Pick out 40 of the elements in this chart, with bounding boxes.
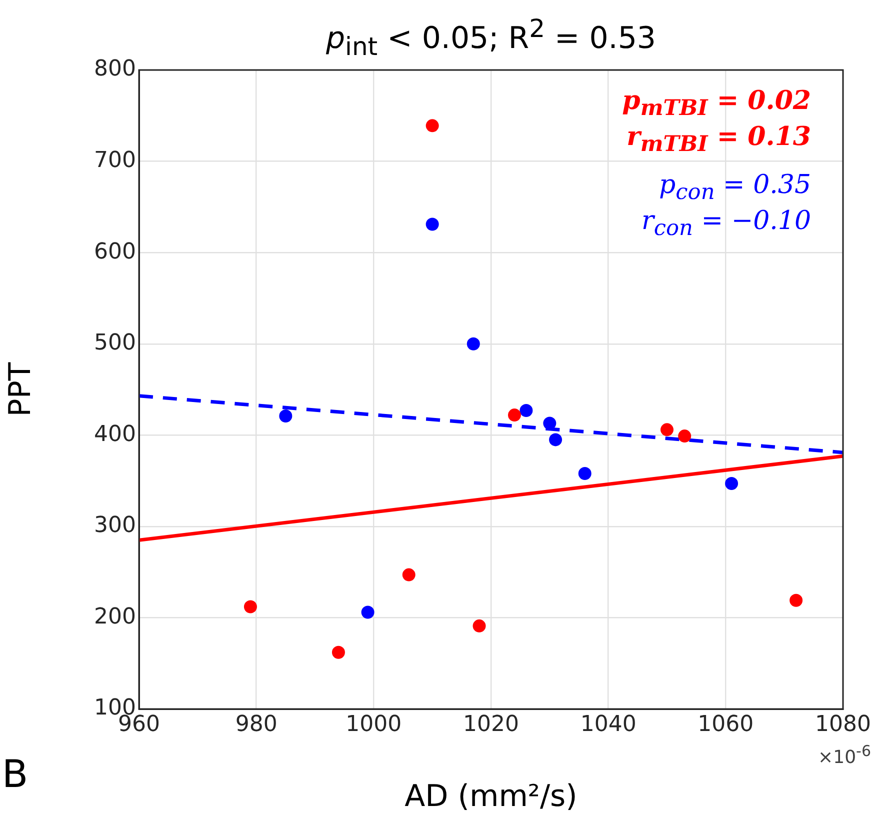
point (402, 568, 416, 582)
annotation: p$_{mTBI}$ = 0.02 (622, 86, 811, 122)
x-tick-label: 1020 (463, 712, 519, 737)
point (520, 404, 533, 417)
point (426, 119, 439, 132)
annotation: p$_{con}$ = 0.35 (659, 170, 811, 206)
point (332, 646, 345, 659)
x-tick-label: 1040 (580, 712, 636, 737)
point (426, 218, 439, 231)
annotation: r$_{con}$ = −0.10 (641, 206, 811, 242)
point (790, 594, 803, 607)
y-tick-label: 400 (94, 422, 136, 447)
point (279, 409, 292, 422)
chart-title: p$_{int}$ < 0.05; R$^{2}$ = 0.53 (324, 14, 658, 61)
x-tick-label: 1060 (698, 712, 754, 737)
point (660, 423, 674, 436)
x-tick-label: 1000 (346, 712, 402, 737)
y-tick-label: 800 (94, 56, 136, 82)
point (361, 606, 374, 619)
point (466, 337, 480, 350)
y-tick-label: 600 (94, 239, 136, 264)
point (472, 619, 486, 632)
y-tick-label: 500 (94, 330, 136, 356)
text: B (2, 752, 28, 796)
x-tick-label: 980 (235, 712, 278, 737)
x-axis-title: AD (mm²/s) (404, 778, 578, 814)
y-tick-label: 200 (94, 604, 136, 630)
point (543, 416, 556, 430)
point (725, 477, 738, 490)
text: ×10$^{-6}$ (818, 742, 871, 768)
annotation: r$_{mTBI}$ = 0.13 (626, 122, 811, 158)
x-tick-label: 1080 (815, 712, 871, 737)
point (578, 466, 592, 480)
point (508, 408, 521, 422)
point (244, 600, 257, 614)
y-axis-title: PPT (2, 362, 38, 417)
y-tick-label: 300 (94, 513, 136, 538)
y-tick-label: 700 (94, 148, 136, 174)
point (678, 430, 692, 443)
point (549, 433, 562, 446)
